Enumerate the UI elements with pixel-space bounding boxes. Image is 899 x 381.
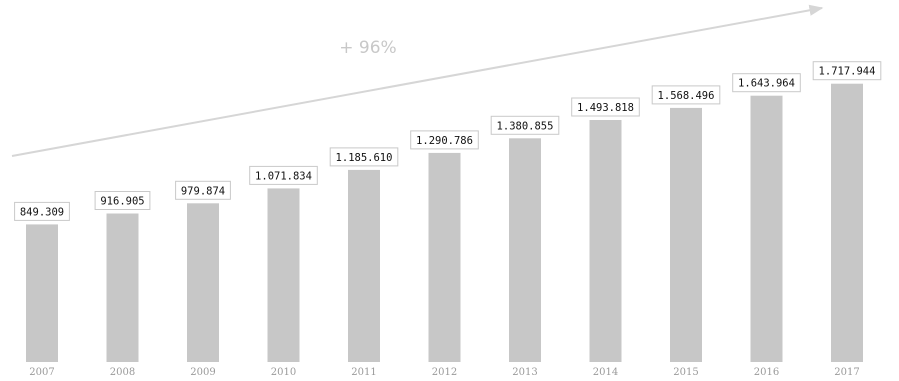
value-label-box	[490, 115, 560, 135]
x-tick-label-2010: 2010	[271, 367, 296, 378]
value-label-box	[571, 97, 640, 117]
x-tick-label-2017: 2017	[834, 367, 859, 378]
value-label-2013: 1.380.855	[490, 115, 560, 135]
x-tick-label-2013: 2013	[512, 367, 537, 378]
x-tick-label-2008: 2008	[110, 367, 135, 378]
value-label-box	[249, 165, 318, 185]
growth-annotation: + 96%	[339, 38, 396, 58]
x-tick-label-2011: 2011	[351, 367, 376, 378]
value-label-text: 979.874	[181, 185, 225, 197]
value-label-2009: 979.874	[175, 180, 231, 200]
value-label-text: 1.290.786	[416, 135, 473, 147]
bar-2015	[670, 107, 702, 363]
value-label-box	[651, 85, 721, 105]
value-label-2012: 1.290.786	[410, 130, 479, 150]
growth-trend-arrow	[11, 4, 824, 157]
value-label-text: 849.309	[20, 206, 64, 218]
bar-2017	[831, 83, 863, 362]
value-label-box	[14, 201, 70, 221]
bar-2016	[750, 95, 783, 362]
bar-2007	[26, 224, 58, 362]
value-label-text: 1.717.944	[819, 66, 876, 78]
value-label-2017: 1.717.944	[812, 61, 882, 81]
x-axis-labels: 2007 2008 2009 2010 2011 2012 2013 2014 2015 2016…	[29, 367, 859, 378]
bar-2010	[267, 188, 300, 362]
bar-2014	[589, 120, 622, 362]
x-tick-label-2007: 2007	[29, 367, 54, 378]
value-label-text: 1.185.610	[336, 152, 393, 164]
value-label-2008: 916.905	[94, 191, 151, 210]
x-tick-label-2009: 2009	[190, 367, 215, 378]
value-labels-layer: 849.309 916.905 979.874 1.071.834 1.185.610 1…	[14, 61, 882, 221]
value-label-box	[329, 147, 399, 167]
x-tick-label-2012: 2012	[432, 367, 457, 378]
value-label-text: 1.568.496	[658, 90, 715, 102]
bar-2012	[428, 152, 461, 362]
x-tick-label-2015: 2015	[673, 367, 698, 378]
value-label-2010: 1.071.834	[249, 165, 318, 185]
value-label-2011: 1.185.610	[329, 147, 399, 167]
value-label-text: 1.071.834	[255, 170, 312, 182]
value-label-box	[732, 73, 801, 93]
value-label-2015: 1.568.496	[651, 85, 721, 105]
value-label-2016: 1.643.964	[732, 73, 801, 93]
value-label-box	[94, 191, 151, 210]
x-tick-label-2014: 2014	[593, 367, 618, 378]
value-label-2014: 1.493.818	[571, 97, 640, 117]
bars-layer	[26, 83, 863, 363]
value-label-box	[812, 61, 882, 81]
value-label-2007: 849.309	[14, 201, 70, 221]
value-label-box	[175, 180, 231, 200]
bar-2011	[348, 169, 380, 362]
value-label-text: 916.905	[100, 196, 144, 208]
bar-2009	[187, 203, 219, 362]
value-label-text: 1.493.818	[577, 102, 634, 114]
value-label-box	[410, 130, 479, 150]
x-tick-label-2016: 2016	[754, 367, 779, 378]
value-label-text: 1.643.964	[738, 78, 795, 90]
bar-2013	[509, 138, 541, 362]
value-label-text: 1.380.855	[497, 120, 554, 132]
bar-2008	[106, 213, 139, 362]
